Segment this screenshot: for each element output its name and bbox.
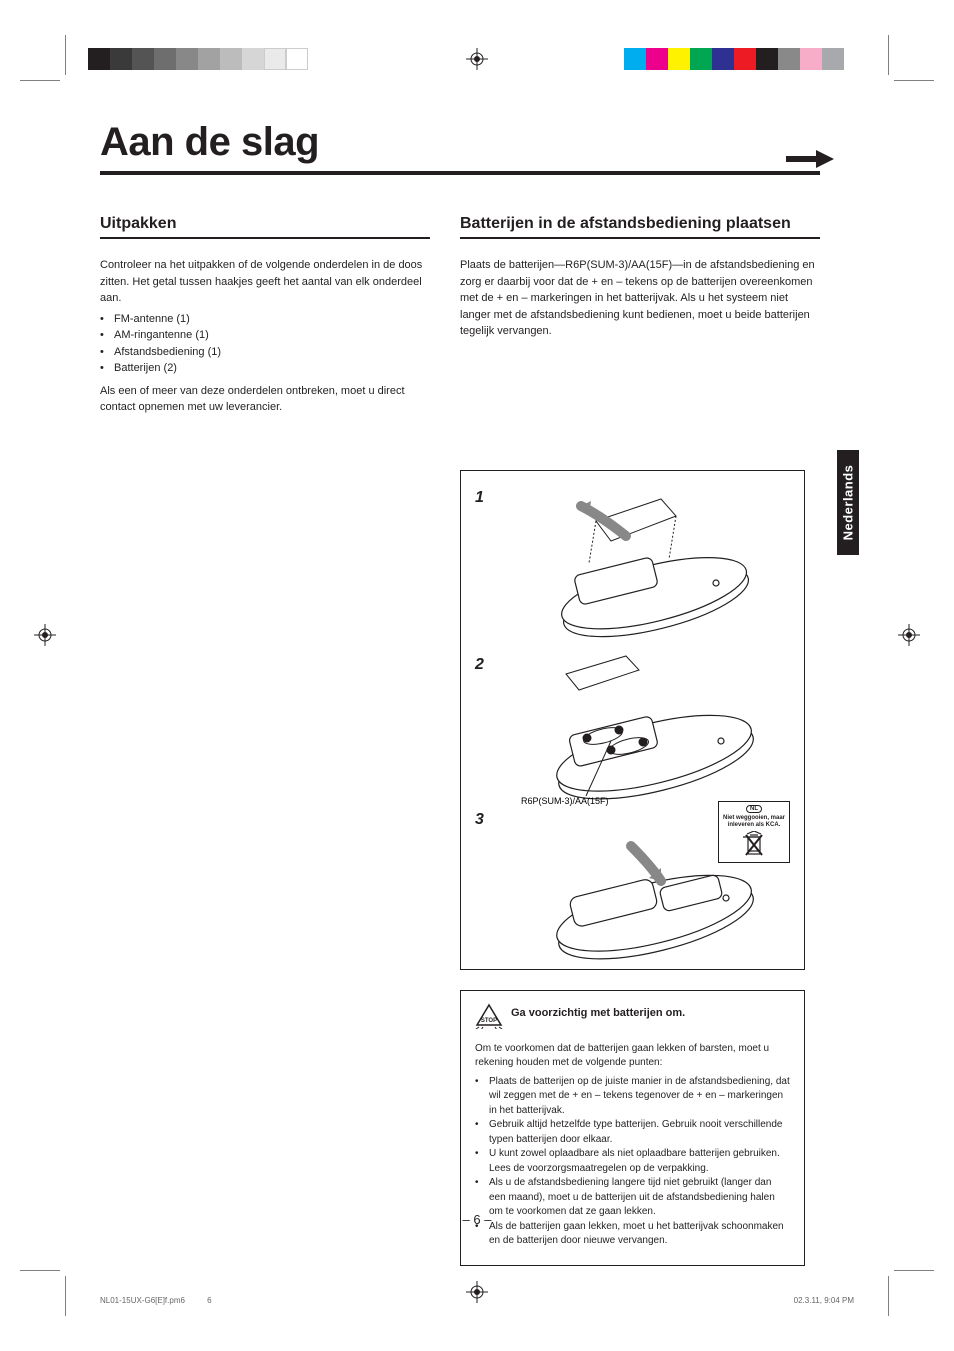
stop-icon: STOP [475, 1003, 503, 1034]
list-item: •Batterijen (2) [100, 360, 430, 377]
svg-text:+: + [616, 728, 620, 735]
left-column: Uitpakken Controleer na het uitpakken of… [100, 215, 430, 1266]
page-content: Aan de slag Uitpakken Controleer na het … [100, 120, 820, 1266]
subheading-batteries: Batterijen in de afstandsbediening plaat… [460, 215, 820, 239]
illustration-box: 1 2 3 [460, 470, 805, 970]
registration-mark-icon [34, 624, 56, 646]
registration-mark-icon [898, 624, 920, 646]
svg-text:−: − [584, 736, 588, 743]
svg-text:+: + [608, 748, 612, 755]
crop-mark [65, 35, 66, 75]
footer-date: 02.3.11, 9:04 PM [794, 1296, 854, 1305]
color-calibration-bar [624, 48, 844, 70]
language-tab-label: Nederlands [841, 465, 856, 541]
crop-mark [888, 1276, 889, 1316]
crop-mark [894, 1270, 934, 1271]
step-number: 2 [475, 656, 484, 674]
battery-type-label: R6P(SUM-3)/AA(15F) [521, 796, 609, 806]
grayscale-calibration-bar [88, 48, 308, 70]
unpacking-intro: Controleer na het uitpakken of de volgen… [100, 257, 430, 307]
stop-title: Ga voorzichtig met batterijen om. [511, 1003, 685, 1019]
language-tab: Nederlands [837, 450, 859, 555]
svg-text:−: − [640, 740, 644, 747]
crop-mark [65, 1276, 66, 1316]
step-number: 3 [475, 811, 484, 829]
crop-mark [20, 80, 60, 81]
crop-mark [20, 1270, 60, 1271]
list-item: •Plaats de batterijen op de juiste manie… [475, 1075, 790, 1119]
registration-mark-icon [466, 1281, 488, 1303]
page-number: – 6 – [0, 1212, 954, 1227]
crop-mark [888, 35, 889, 75]
list-item: •U kunt zowel oplaadbare als niet oplaad… [475, 1147, 790, 1176]
remote-step1-illustration [521, 481, 761, 641]
crop-mark [894, 80, 934, 81]
list-item: •FM-antenne (1) [100, 311, 430, 328]
subheading-unpacking: Uitpakken [100, 215, 430, 239]
right-column: Batterijen in de afstandsbediening plaat… [460, 215, 820, 1266]
unpacking-note: Als een of meer van deze onderdelen ontb… [100, 383, 430, 416]
list-item: •Gebruik altijd hetzelfde type batterije… [475, 1118, 790, 1147]
batteries-intro: Plaats de batterijen—R6P(SUM-3)/AA(15F)—… [460, 257, 820, 340]
page-title: Aan de slag [100, 120, 820, 175]
footer-filename: NL01-15UX-G6[E]f.pm6 6 [100, 1296, 212, 1305]
list-item: •Afstandsbediening (1) [100, 344, 430, 361]
nl-badge: NL [746, 805, 762, 814]
crossed-bin-icon [743, 831, 765, 857]
svg-text:STOP: STOP [481, 1018, 497, 1024]
list-item: •AM-ringantenne (1) [100, 327, 430, 344]
remote-step2-illustration: − + + − R6P(SUM-3)/AA(15F) [511, 646, 771, 806]
registration-mark-icon [466, 48, 488, 70]
unpacking-text: Controleer na het uitpakken of de volgen… [100, 257, 430, 416]
kca-notice-box: NL Niet weggooien, maar inleveren als KC… [718, 801, 790, 864]
step-number: 1 [475, 489, 484, 507]
kca-text: Niet weggooien, maar inleveren als KCA. [722, 815, 786, 828]
